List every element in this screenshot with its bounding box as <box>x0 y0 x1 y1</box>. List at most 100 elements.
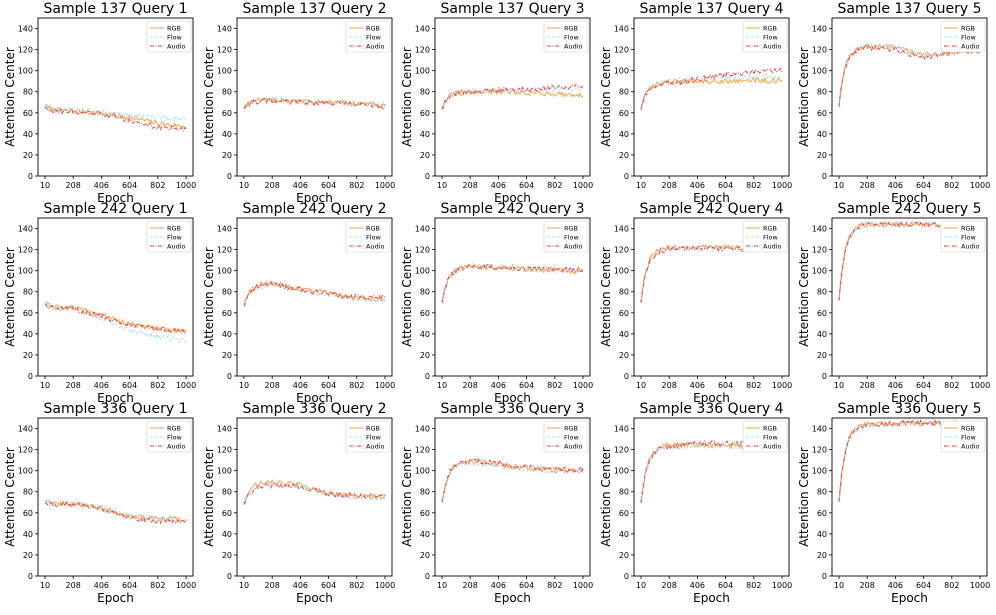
legend-label: RGB <box>564 425 578 433</box>
legend-label: Flow <box>366 434 382 442</box>
y-axis-label: Attention Center <box>3 447 17 547</box>
y-tick-label: 20 <box>23 551 33 560</box>
y-tick-label: 0 <box>624 172 629 181</box>
y-axis-label: Attention Center <box>797 447 811 547</box>
plot-frame <box>831 217 988 377</box>
y-tick-label: 60 <box>420 109 430 118</box>
x-tick-label: 604 <box>122 581 137 590</box>
legend-box <box>345 20 391 53</box>
y-tick-label: 120 <box>18 46 33 55</box>
chart-panel: Sample 137 Query 2 0 20 40 60 80 100 120 140 10 20… <box>202 1 395 205</box>
legend-label: Audio <box>167 43 185 51</box>
legend-label: Flow <box>961 434 977 442</box>
chart-title: Sample 137 Query 1 <box>43 1 187 17</box>
y-axis-label: Attention Center <box>400 247 414 347</box>
legend-label: RGB <box>961 225 975 233</box>
legend-label: Flow <box>167 434 183 442</box>
x-tick-label: 802 <box>150 581 165 590</box>
y-tick-label: 20 <box>222 151 232 160</box>
legend-label: Flow <box>763 34 779 42</box>
legend-label: RGB <box>564 25 578 33</box>
x-tick-label: 10 <box>437 581 447 590</box>
x-axis-label: Epoch <box>296 391 333 405</box>
chart-title: Sample 336 Query 3 <box>440 401 584 417</box>
series-line-audio <box>243 482 386 505</box>
plot-frame <box>434 217 591 377</box>
x-tick-label: 1000 <box>772 581 792 590</box>
x-tick-label: 10 <box>40 581 50 590</box>
x-tick-label: 208 <box>66 581 81 590</box>
y-tick-label: 0 <box>227 372 232 381</box>
y-tick-label: 0 <box>425 372 430 381</box>
x-tick-label: 1000 <box>573 581 593 590</box>
legend-label: RGB <box>961 425 975 433</box>
y-axis-label: Attention Center <box>202 447 216 547</box>
y-tick-label: 60 <box>23 309 33 318</box>
x-tick-label: 604 <box>519 381 534 390</box>
x-tick-label: 802 <box>349 181 364 190</box>
y-tick-label: 140 <box>415 425 430 434</box>
x-tick-label: 10 <box>239 581 249 590</box>
x-tick-label: 1000 <box>970 381 990 390</box>
plot-frame <box>633 417 790 577</box>
y-tick-label: 80 <box>23 88 33 97</box>
x-tick-label: 208 <box>463 581 478 590</box>
y-tick-label: 60 <box>817 109 827 118</box>
x-tick-label: 1000 <box>772 181 792 190</box>
chart-title: Sample 242 Query 5 <box>837 201 981 217</box>
x-tick-label: 604 <box>718 381 733 390</box>
y-tick-label: 120 <box>18 446 33 455</box>
series-line-audio <box>44 501 187 524</box>
legend-box <box>543 20 589 53</box>
y-axis-label: Attention Center <box>202 47 216 147</box>
y-tick-label: 100 <box>217 67 232 76</box>
series-line-audio <box>44 304 187 334</box>
series-line-rgb <box>640 244 783 303</box>
x-tick-label: 1000 <box>375 381 395 390</box>
x-tick-label: 1000 <box>573 181 593 190</box>
x-tick-label: 1000 <box>176 181 196 190</box>
x-axis-label: Epoch <box>494 191 531 205</box>
x-tick-label: 604 <box>122 381 137 390</box>
y-tick-label: 40 <box>817 130 827 139</box>
y-tick-label: 80 <box>420 288 430 297</box>
y-tick-label: 40 <box>420 130 430 139</box>
plot-frame <box>434 17 591 177</box>
y-tick-label: 140 <box>614 225 629 234</box>
chart-panel: Sample 336 Query 4 0 20 40 60 80 100 120 140 10 20… <box>599 401 792 605</box>
plot-frame <box>236 217 393 377</box>
y-tick-label: 100 <box>217 267 232 276</box>
y-tick-label: 20 <box>23 351 33 360</box>
x-tick-label: 406 <box>293 381 308 390</box>
x-tick-label: 406 <box>94 381 109 390</box>
y-tick-label: 100 <box>812 267 827 276</box>
y-tick-label: 60 <box>23 509 33 518</box>
chart-title: Sample 336 Query 4 <box>639 401 783 417</box>
y-tick-label: 0 <box>28 572 33 581</box>
y-tick-label: 60 <box>222 509 232 518</box>
x-tick-label: 406 <box>491 581 506 590</box>
y-tick-label: 100 <box>614 467 629 476</box>
y-tick-label: 60 <box>619 309 629 318</box>
legend-label: Audio <box>763 243 781 251</box>
series-line-flow <box>44 104 187 122</box>
x-tick-label: 802 <box>547 181 562 190</box>
y-tick-label: 120 <box>217 446 232 455</box>
legend-box <box>146 420 192 453</box>
y-tick-label: 0 <box>28 372 33 381</box>
x-axis-label: Epoch <box>97 391 134 405</box>
x-tick-label: 604 <box>321 581 336 590</box>
y-tick-label: 100 <box>812 467 827 476</box>
plot-frame <box>434 417 591 577</box>
y-tick-label: 100 <box>217 467 232 476</box>
series-line-audio <box>243 98 386 110</box>
legend-label: Audio <box>167 443 185 451</box>
x-tick-label: 10 <box>40 381 50 390</box>
chart-panel: Sample 242 Query 1 0 20 40 60 80 100 120 140 10 20… <box>3 201 196 405</box>
legend-label: Audio <box>961 43 979 51</box>
y-axis-label: Attention Center <box>599 447 613 547</box>
plot-frame <box>236 417 393 577</box>
series-line-audio <box>441 263 584 304</box>
y-tick-label: 20 <box>222 551 232 560</box>
series-line-flow <box>838 220 981 298</box>
